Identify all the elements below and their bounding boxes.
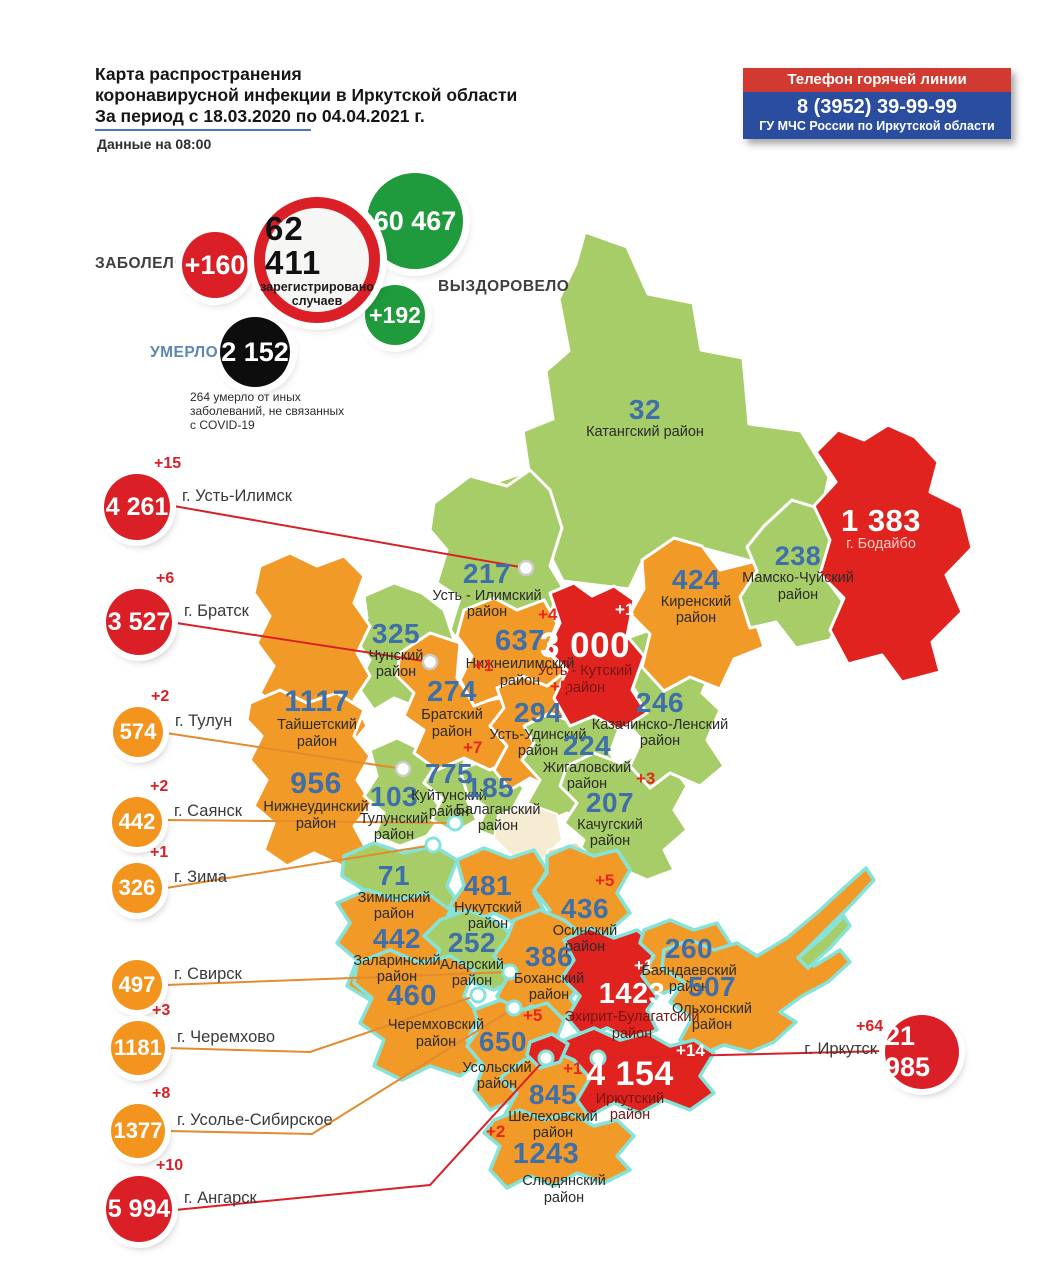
region-shape-olkhonsky: [660, 866, 876, 1057]
died-label: УМЕРЛО: [150, 344, 219, 361]
region-shape-kirensky: [628, 536, 776, 693]
hotline-org: ГУ МЧС России по Иркутской области: [759, 119, 995, 133]
note-line-3: с COVID-19: [190, 418, 255, 432]
recovered-circle: 60 467: [367, 173, 463, 269]
recovered-delta-value: +192: [369, 301, 421, 328]
data-as-of-label: Данные на 08:00: [97, 136, 212, 152]
sick-delta-circle: +160: [182, 232, 248, 298]
region-shape-nizhneudinsky: [245, 688, 374, 868]
hotline-body: 8 (3952) 39-99-99 ГУ МЧС России по Иркут…: [743, 92, 1011, 139]
recovered-delta-circle: +192: [365, 285, 425, 345]
total-cases-sublabel: зарегистрировано случаев: [260, 280, 374, 308]
leader-line-tulun: [165, 732, 404, 770]
deaths-note: 264 умерло от иных заболеваний, не связа…: [190, 390, 344, 432]
leader-line-angarsk: [174, 1057, 547, 1211]
total-sub-line-2: случаев: [291, 294, 343, 308]
city-dot-zima: [424, 836, 442, 854]
page-title: Карта распространения коронавирусной инф…: [95, 64, 517, 127]
city-dot-sayansk: [446, 814, 464, 832]
region-shape-slyudyansky: [482, 1108, 636, 1190]
leader-line-usolye: [167, 1007, 515, 1136]
region-shape-ekhirit-bulagatsky: [560, 926, 664, 1042]
city-dot-ust-ilimsk: [517, 559, 535, 577]
city-dot-tulun: [394, 760, 412, 778]
sick-delta-value: +160: [184, 249, 246, 280]
died-circle: 2 152: [220, 317, 290, 387]
note-line-1: 264 умерло от иных: [190, 390, 301, 404]
leader-line-svirsk: [165, 971, 511, 986]
leader-line-sayansk: [165, 819, 456, 824]
city-dot-angarsk: [537, 1049, 555, 1067]
city-dot-cheremkhovo: [469, 986, 487, 1004]
title-underline: [95, 129, 311, 131]
region-shape-bodaibo: [812, 423, 974, 684]
leader-line-cheremkhovo: [167, 994, 479, 1054]
title-line-2: коронавирусной инфекции в Иркутской обла…: [95, 85, 518, 105]
died-value: 2 152: [221, 336, 289, 367]
total-sub-line-1: зарегистрировано: [260, 280, 374, 294]
leader-line-zima: [165, 844, 434, 889]
hotline-title: Телефон горячей линии: [743, 68, 1011, 92]
leader-line-irkutsk: [597, 1050, 885, 1059]
total-cases-circle: 62 411 зарегистрировано случаев: [254, 197, 380, 323]
recovered-label: ВЫЗДОРОВЕЛО: [438, 278, 570, 295]
city-dot-irkutsk: [589, 1049, 607, 1067]
city-dot-bratsk: [421, 653, 439, 671]
note-line-2: заболеваний, не связанных: [190, 404, 345, 418]
title-line-3: За период с 18.03.2020 по 04.04.2021 г.: [95, 106, 425, 126]
region-shape-ust-kutsky: [545, 581, 649, 732]
title-line-1: Карта распространения: [95, 64, 302, 84]
recovered-value: 60 467: [373, 205, 457, 236]
hotline-box: Телефон горячей линии 8 (3952) 39-99-99 …: [743, 68, 1011, 139]
total-cases-value: 62 411: [265, 210, 322, 281]
city-dot-svirsk: [501, 963, 519, 981]
city-dot-usolye: [505, 999, 523, 1017]
olkhon-island-shape: [796, 914, 852, 970]
hotline-phone: 8 (3952) 39-99-99: [796, 96, 958, 118]
leader-line-bratsk: [169, 621, 431, 663]
leader-line-ust-ilimsk: [167, 504, 527, 569]
sick-label: ЗАБОЛЕЛО: [95, 255, 187, 272]
